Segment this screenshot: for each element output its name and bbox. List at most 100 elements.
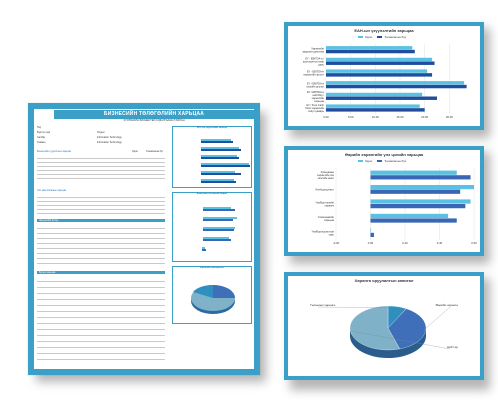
x-tick-label: 0.00 <box>323 115 329 119</box>
mini-pie-svg <box>191 284 235 314</box>
mini-chart-title: Бизнесийн тогтвортой байдал <box>196 193 228 195</box>
legend-label: Одоо <box>365 35 373 39</box>
info-block: Нэр Бүртгэл нэр Салбар Хэмжээ Нэгдэл Inf… <box>37 126 167 148</box>
capital-pie-svg: Төлөөлөх хөрөнгө Өөрийн хөрөнгө Нийт өр <box>310 303 459 358</box>
legend-swatch <box>358 159 363 163</box>
chart-title: Хөрөнгө оруулалтын капитал <box>354 278 414 283</box>
legend-label: Төлөвлөгөө бүх <box>384 35 407 39</box>
bar <box>370 184 474 190</box>
report-subtitle: ХУУЛЬЧИЙН БИЗНЕСТЕЙ СУДАЛГААНЫ ТАЙЛАН <box>123 119 185 122</box>
x-tick-label: 0.60 <box>471 241 477 245</box>
category-label: Үнэ/Борлуулалтын хувь <box>312 229 335 236</box>
column-header: Одоо <box>132 150 138 153</box>
pie-leader-line <box>352 331 451 350</box>
pie-slice <box>387 308 427 350</box>
category-label: ЕҮ - EBITDA-н / ашиглалтын хоёр дахь <box>303 57 325 67</box>
category-label: ЕҮ - EBITDA-н хөрөнгийн эргэлт <box>303 70 325 77</box>
section4-rows <box>37 275 165 365</box>
bar <box>370 170 457 175</box>
x-tick-label: 15.00 <box>397 115 404 119</box>
bar <box>326 108 425 112</box>
info-label: Хэмжээ <box>37 141 46 144</box>
bar <box>326 104 420 108</box>
category-label: ЕҮ / EBITDA-н нийлбэр / хөрөнгийн харьцаа <box>307 90 325 103</box>
category-label: Хувьцааны хөрөнгийн зах зээлийн ашиг <box>317 170 335 180</box>
section-header: Бусад харьцаа <box>39 271 56 274</box>
mini-chart-equity: Бизнесийн тогтвортой байдал <box>172 192 252 262</box>
bar <box>326 81 465 85</box>
equity-bar-chart: -0.20 0.00 0.20 0.40 0.60 Хувьцааны хөрөнгийн … <box>312 168 477 245</box>
main-report-sheet: БИЗНЕСИЙН ТӨЛӨГӨЛИЙН ХАРЬЦАА ХУУЛЬЧИЙН Б… <box>28 103 260 375</box>
chart-legend: Одоо Төлөвлөгөө бүх <box>358 35 406 39</box>
x-tick-label: 0.40 <box>437 241 443 245</box>
chart-title: ЕАН-ын үзүүлэлтийн харьцаа <box>354 28 414 33</box>
bar <box>370 199 471 204</box>
chart-title: Өөрийн хөрөнгийн үнэ цэнийн харьцаа <box>344 152 424 157</box>
bar <box>326 69 428 73</box>
info-label: Нэр <box>37 126 42 129</box>
pie-leader-line <box>423 306 451 331</box>
legend-label: Одоо <box>365 159 373 163</box>
bar <box>326 92 423 97</box>
mini-chart-title: Хөрөнгийн хуваарилалт <box>199 267 225 269</box>
ean-chart-card: ЕАН-ын үзүүлэлтийн харьцаа Одоо Төлөвлөг… <box>284 22 484 130</box>
bar <box>326 84 467 89</box>
bar <box>326 73 433 77</box>
category-label: Хөрөнгийн зардлын дүнгэлээ <box>302 46 324 53</box>
category-label: Үнэ/борлуулалт <box>315 188 335 192</box>
main-report-page: БИЗНЕСИЙН ТӨЛӨГӨЛИЙН ХАРЬЦАА ХУУЛЬЧИЙН Б… <box>34 109 254 369</box>
equity-chart-card: Өөрийн хөрөнгийн үнэ цэнийн харьцаа Одоо… <box>284 146 484 256</box>
info-value: Information Technology <box>97 141 122 144</box>
bar <box>326 61 435 65</box>
info-label: Салбар <box>37 136 46 139</box>
info-value: Нэгдэл <box>97 131 105 134</box>
bar <box>370 218 457 223</box>
x-tick-label: 25.00 <box>446 115 453 119</box>
x-tick-label: -0.20 <box>333 241 340 245</box>
mini-chart-pie: Хөрөнгийн хуваарилалт <box>172 266 252 324</box>
info-label: Бүртгэл нэр <box>37 131 51 134</box>
mini-chart-ean: ROP-ын үзүүлэлтийн харьцаа <box>172 126 252 188</box>
mini-chart-title: ROP-ын үзүүлэлтийн харьцаа <box>196 127 228 129</box>
category-label: ЕҮ / Free Cash Flow хөрөнгийн хоёр хуваарь <box>305 103 324 113</box>
category-label: Үнэ/Бүртгэлийн хөрөнгө <box>315 201 334 208</box>
section-header-bar: Бусад харьцаа <box>37 271 165 274</box>
ean-chart: ЕАН-ын үзүүлэлтийн харьцаа Одоо Төлөвлөг… <box>288 26 480 126</box>
ean-bar-chart: 0.00 5.00 10.00 15.00 20.00 25.00 Хөрөнгийн зар… <box>302 44 467 119</box>
legend-swatch <box>377 35 383 39</box>
x-tick-label: 10.00 <box>372 115 379 119</box>
capital-pie-card: Хөрөнгө оруулалтын капитал Төлөөлөх хөрө… <box>284 272 484 380</box>
section-header-bar: Эрсдэлийн бүтэц <box>37 219 165 222</box>
pie-label: Өөрийн хөрөнгө <box>436 303 459 307</box>
bar <box>370 232 374 238</box>
pie-leader-line <box>317 306 397 308</box>
legend-swatch <box>377 159 383 163</box>
bar <box>326 46 413 50</box>
report-title: БИЗНЕСИЙН ТӨЛӨГӨЛИЙН ХАРЬЦАА <box>54 110 254 119</box>
section-header: Бизнесийн сууриллын харьцаа <box>37 150 72 153</box>
equity-chart: Өөрийн хөрөнгийн үнэ цэнийн харьцаа Одоо… <box>288 150 480 252</box>
x-tick-label: 20.00 <box>421 115 428 119</box>
bar <box>370 204 466 209</box>
section3-rows <box>37 223 165 269</box>
column-header: Төлөвлөгөө бүх <box>146 150 164 153</box>
legend-swatch <box>358 35 363 39</box>
capital-pie-chart: Хөрөнгө оруулалтын капитал Төлөөлөх хөрө… <box>288 276 480 376</box>
category-label: ЕҮ / EBITDA-н кэшийн урсгал <box>307 81 325 88</box>
chart-legend: Одоо Төлөвлөгөө бүх <box>358 159 406 163</box>
section1-rows <box>37 155 165 183</box>
section2-rows <box>37 194 165 216</box>
pie-label: Төлөөлөх хөрөнгө <box>310 303 336 307</box>
legend-label: Төлөвлөгөө бүх <box>384 159 407 163</box>
bar <box>370 213 449 219</box>
bar <box>326 96 437 100</box>
bar <box>326 49 415 54</box>
bar <box>370 175 471 180</box>
section-header: Эрсдэлийн бүтэц <box>39 219 59 222</box>
info-value: Information Technology <box>97 136 122 139</box>
x-tick-label: 5.00 <box>348 115 354 119</box>
x-tick-label: 0.20 <box>402 241 408 245</box>
bar <box>370 228 372 233</box>
x-tick-label: 0.00 <box>368 241 374 245</box>
pie-label: Нийт өр <box>447 345 458 349</box>
